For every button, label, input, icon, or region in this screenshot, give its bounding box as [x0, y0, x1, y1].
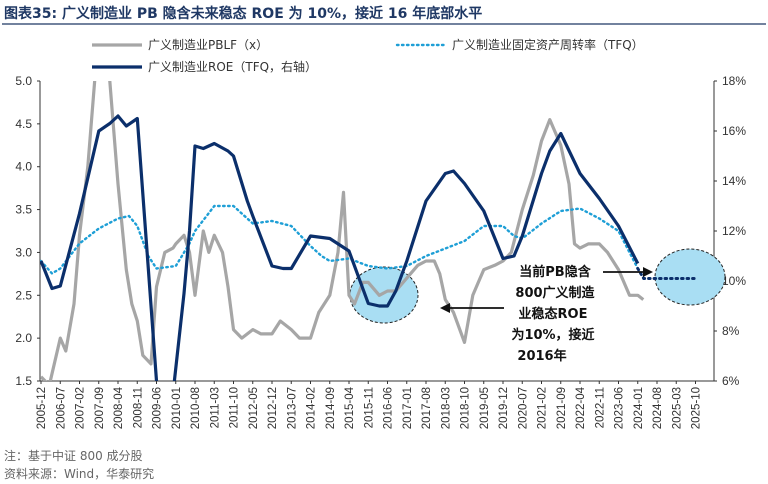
left-tick-label: 1.5	[15, 374, 32, 388]
x-tick-label: 2013-07	[286, 387, 298, 429]
right-tick-label: 16%	[722, 124, 746, 138]
x-tick-label: 2015-11	[363, 387, 375, 428]
x-tick-label: 2021-02	[537, 387, 549, 429]
x-tick-label: 2016-06	[383, 387, 395, 429]
legend-label-1: 广义制造业固定资产周转率（TFQ）	[452, 37, 644, 52]
x-tick-label: 2012-05	[248, 387, 260, 429]
annotation-arrowhead	[440, 303, 450, 313]
x-tick-label: 2007-09	[94, 387, 106, 429]
left-tick-label: 2.0	[15, 331, 32, 345]
x-tick-label: 2014-09	[325, 387, 337, 429]
right-tick-label: 12%	[722, 224, 746, 238]
x-tick-label: 2008-04	[113, 386, 125, 429]
x-tick-label: 2018-03	[440, 387, 452, 429]
series-line-0	[40, 81, 645, 381]
x-tick-label: 2019-12	[498, 387, 510, 429]
left-tick-label: 5.0	[15, 74, 32, 88]
x-tick-label: 2024-01	[633, 387, 645, 429]
x-tick-label: 2018-10	[460, 387, 472, 429]
right-tick-label: 18%	[722, 74, 746, 88]
figure-note: 注：基于中证 800 成分股	[4, 448, 143, 463]
series-line-2	[40, 114, 640, 381]
annotation-arrowhead-2	[643, 267, 653, 277]
x-tick-label: 2005-12	[36, 387, 48, 429]
right-tick-label: 14%	[722, 174, 746, 188]
annotation-line-1: 800广义制造	[515, 285, 595, 301]
x-tick-label: 2025-10	[691, 387, 703, 429]
plot-area: 1.5 2.0 2.5 3.0 3.5 4.0 4.5 5.0 6% 8% 10% 12% 14% 16…	[15, 74, 746, 429]
x-tick-label: 2006-07	[55, 387, 67, 429]
annotation-line-0: 当前PB隐含	[519, 264, 591, 280]
highlight-circle-current	[654, 248, 726, 306]
x-tick-label: 2023-06	[614, 387, 626, 429]
left-tick-label: 2.5	[15, 288, 32, 302]
left-tick-label: 3.0	[15, 245, 32, 259]
x-tick-label: 2024-08	[652, 387, 664, 429]
legend-label-0: 广义制造业PBLF（x）	[148, 38, 268, 52]
legend-label-2: 广义制造业ROE（TFQ，右轴）	[148, 59, 317, 74]
x-axis: 2005-12 2006-07 2007-02 2007-09 2008-04 2008-…	[36, 380, 714, 429]
annotation-line-3: 为10%，接近	[511, 327, 594, 343]
annotation-line-4: 2016年	[517, 348, 566, 364]
x-tick-label: 2010-08	[190, 387, 202, 429]
left-tick-label: 3.5	[15, 203, 32, 217]
x-tick-label: 2008-11	[132, 387, 144, 428]
right-tick-label: 8%	[722, 324, 740, 338]
x-tick-label: 2007-02	[75, 387, 87, 429]
figure-title: 图表35: 广义制造业 PB 隐含未来稳态 ROE 为 10%，接近 16 年底…	[4, 5, 482, 22]
x-tick-label: 2020-07	[517, 387, 529, 429]
x-tick-label: 2011-03	[209, 387, 221, 428]
x-tick-label: 2011-10	[229, 387, 241, 428]
right-tick-label: 10%	[722, 274, 746, 288]
x-tick-label: 2009-06	[152, 387, 164, 429]
x-tick-label: 2021-09	[556, 387, 568, 429]
x-tick-label: 2012-12	[267, 387, 279, 429]
x-tick-label: 2022-04	[575, 386, 587, 429]
x-tick-label: 2017-01	[402, 387, 414, 429]
left-tick-label: 4.0	[15, 160, 32, 174]
x-tick-label: 2025-03	[671, 387, 683, 429]
left-axis: 1.5 2.0 2.5 3.0 3.5 4.0 4.5 5.0	[15, 74, 41, 388]
figure-source: 资料来源：Wind，华泰研究	[4, 466, 154, 481]
x-tick-label: 2014-02	[306, 387, 318, 429]
x-tick-label: 2015-04	[344, 386, 356, 429]
x-tick-label: 2019-05	[479, 387, 491, 429]
left-tick-label: 4.5	[15, 117, 32, 131]
projection-dots	[636, 267, 697, 280]
annotation-line-2: 业稳态ROE	[519, 306, 588, 322]
x-tick-label: 2022-11	[594, 387, 606, 428]
series-layer	[40, 81, 697, 381]
right-tick-label: 6%	[722, 374, 740, 388]
legend: 广义制造业PBLF（x） 广义制造业固定资产周转率（TFQ） 广义制造业ROE（TF…	[92, 37, 644, 74]
right-axis: 6% 8% 10% 12% 14% 16% 18%	[713, 74, 746, 388]
x-tick-label: 2010-01	[171, 387, 183, 429]
series-line-1	[40, 204, 639, 275]
x-tick-label: 2017-08	[421, 387, 433, 429]
